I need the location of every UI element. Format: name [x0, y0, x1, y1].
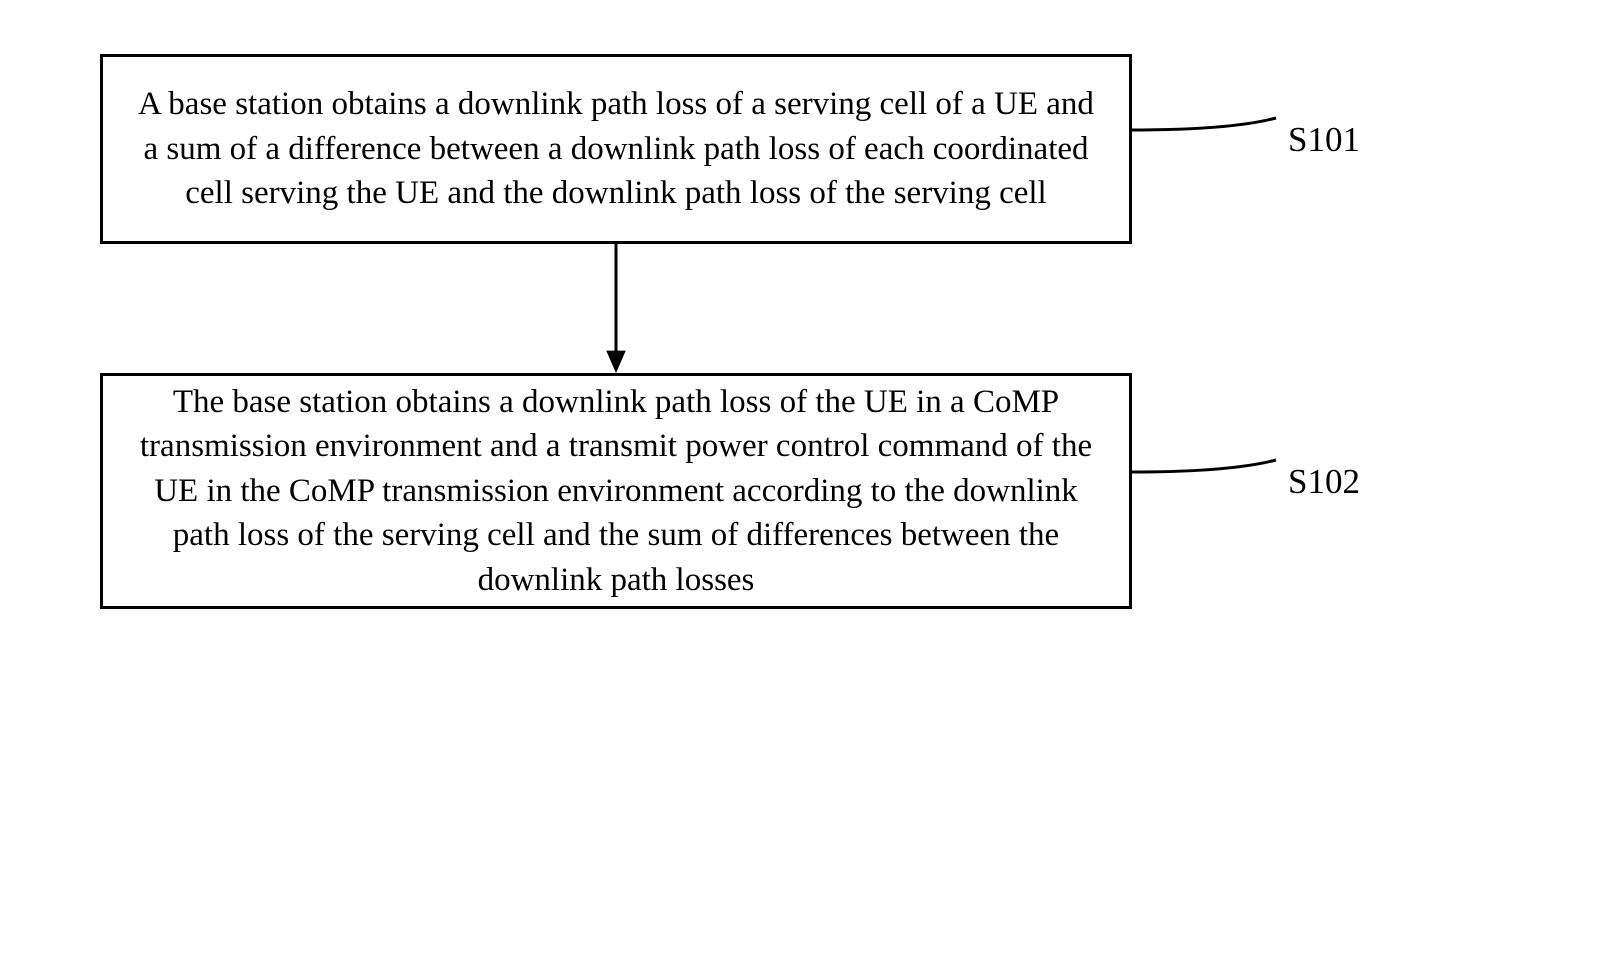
- flow-node-s102-text: The base station obtains a downlink path…: [127, 380, 1105, 603]
- flow-node-s102-label: S102: [1288, 462, 1360, 502]
- flowchart-canvas: A base station obtains a downlink path l…: [0, 0, 1624, 953]
- flow-node-s101-text: A base station obtains a downlink path l…: [127, 82, 1105, 216]
- flow-node-s101-label: S101: [1288, 120, 1360, 160]
- flow-node-s102: The base station obtains a downlink path…: [100, 373, 1132, 609]
- flow-node-s101: A base station obtains a downlink path l…: [100, 54, 1132, 244]
